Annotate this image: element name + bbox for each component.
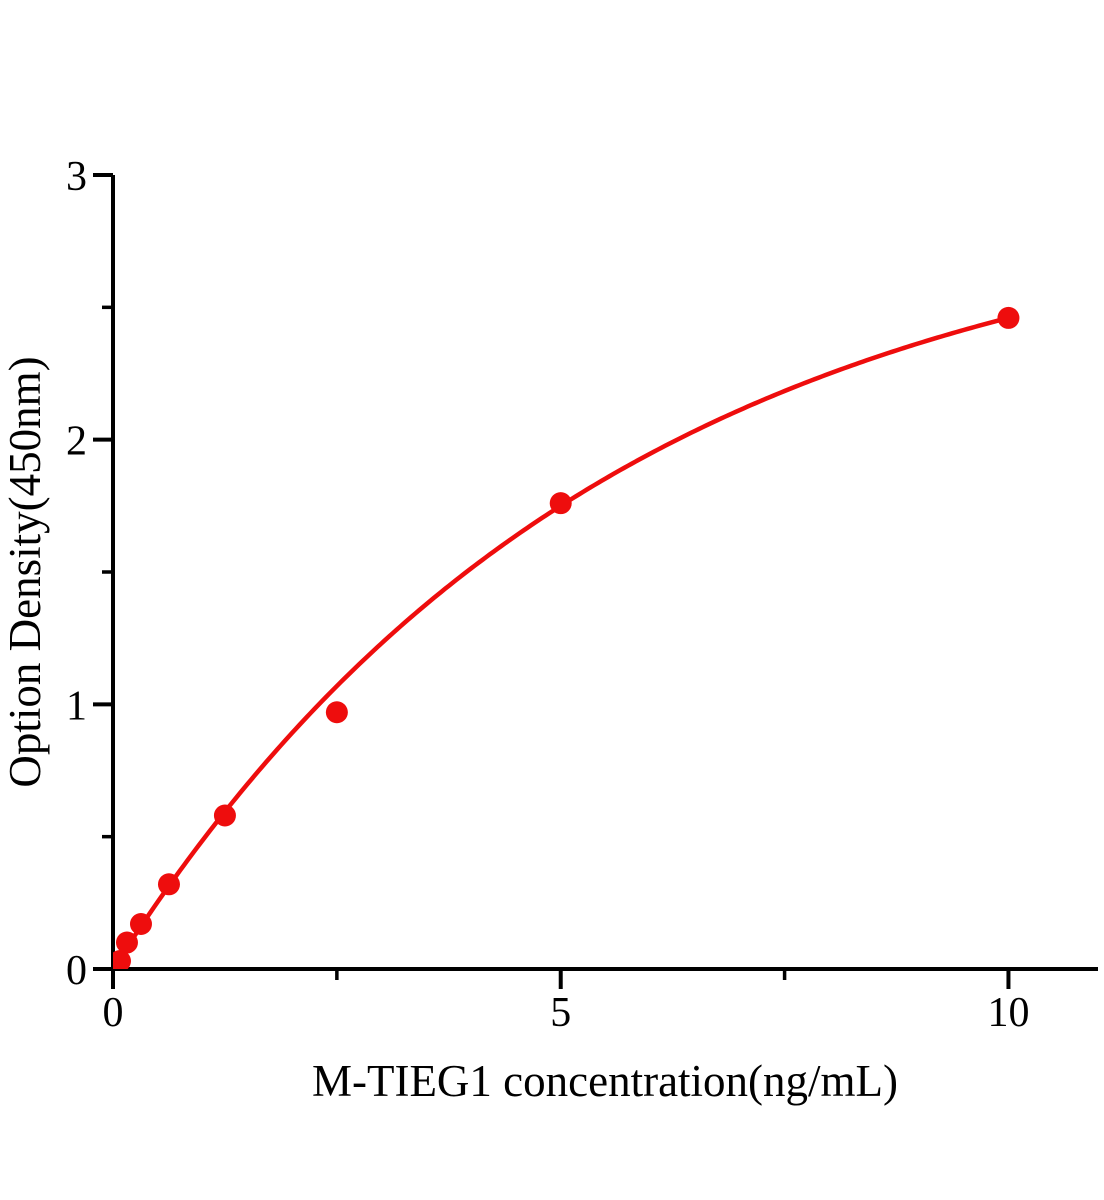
data-point xyxy=(549,492,572,515)
data-point xyxy=(997,306,1020,329)
data-point xyxy=(115,931,138,954)
y-axis-tick-label: 0 xyxy=(66,948,87,994)
x-axis-title: M-TIEG1 concentration(ng/mL) xyxy=(312,1056,898,1106)
y-axis-title: Option Density(450nm) xyxy=(0,356,50,787)
fit-curve xyxy=(113,315,1011,969)
axes-layer: 0 1 2 3 0 5 10 xyxy=(66,154,1098,1036)
data-point xyxy=(129,913,152,936)
data-point xyxy=(213,804,236,827)
x-axis-tick-label: 0 xyxy=(103,990,124,1036)
plot-layer xyxy=(113,306,1020,969)
x-axis-tick-label: 10 xyxy=(987,990,1029,1036)
data-point xyxy=(325,701,348,724)
data-point xyxy=(157,873,180,896)
y-axis-tick-label: 3 xyxy=(66,154,87,200)
y-axis-tick-label: 2 xyxy=(66,419,87,465)
x-axis-tick-label: 5 xyxy=(550,990,571,1036)
y-axis-tick-label: 1 xyxy=(66,683,87,729)
data-point xyxy=(113,950,131,969)
